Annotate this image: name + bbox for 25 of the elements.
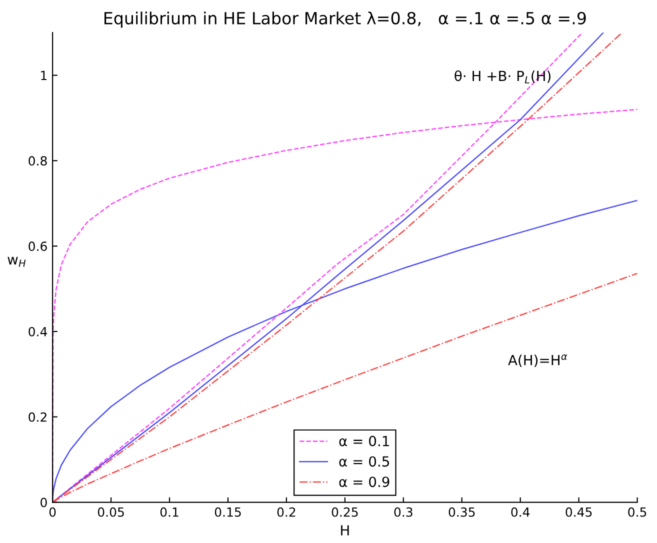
annotation: A(H)=H$^{α}$ [508, 354, 568, 367]
x-tick-label: 0.25 [332, 507, 358, 517]
y-tick-label: 0.2 [28, 412, 46, 422]
legend-label: α = 0.9 [339, 476, 390, 488]
x-tick-label: 0.15 [214, 507, 241, 517]
legend-label: α = 0.5 [339, 456, 390, 467]
x-tick-label: 0.35 [448, 507, 475, 517]
x-tick-label: 0 [49, 507, 56, 517]
y-tick-label: 0 [40, 498, 47, 508]
x-tick-label: 0.4 [511, 507, 530, 517]
y-tick-label: 0.8 [28, 156, 47, 166]
x-tick-label: 0.05 [98, 507, 124, 517]
legend-label: α = 0.1 [339, 436, 389, 446]
y-axis-title: w$_{H}$ [8, 256, 26, 267]
x-tick-label: 0.2 [277, 507, 296, 517]
y-tick-label: 0.4 [28, 326, 47, 336]
x-axis-title: H [341, 525, 349, 536]
x-tick-label: 0.45 [566, 507, 592, 517]
x-tick-label: 0.1 [160, 507, 178, 517]
x-tick-label: 0.5 [628, 507, 646, 517]
annotation: θ· H +B· P$_{L}$(H) [454, 70, 550, 84]
y-tick-label: 1 [41, 70, 47, 80]
chart-title: Equilibrium in HE Labor Market λ=0.8, α =.1 α =.5 α =.9 [104, 12, 586, 28]
y-tick-label: 0.6 [28, 242, 47, 252]
x-tick-label: 0.3 [394, 507, 412, 517]
